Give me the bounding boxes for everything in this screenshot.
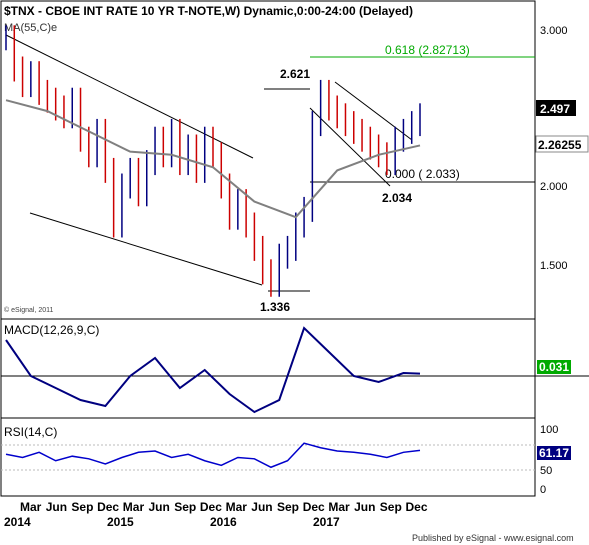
macd-value-box xyxy=(537,360,571,374)
macd-title: MACD(12,26,9,C) xyxy=(4,323,99,337)
rsi-tick-label: 100 xyxy=(540,424,558,436)
copyright-label: © eSignal, 2011 xyxy=(4,306,54,314)
rsi-value-box xyxy=(537,446,571,460)
price-bars xyxy=(5,25,421,297)
x-month-label: Mar xyxy=(328,500,350,514)
y-tick-label: 3.000 xyxy=(540,25,568,37)
ma-line xyxy=(5,99,421,219)
price-y-axis: 3.000 2.000 1.500 xyxy=(540,25,568,272)
rsi-panel-frame xyxy=(0,417,536,497)
trendlines xyxy=(5,34,413,292)
x-month-label: Mar xyxy=(123,500,145,514)
x-month-label: Mar xyxy=(20,500,42,514)
annotation-label: 0.000 ( 2.033) xyxy=(385,167,460,181)
annotation-label: 1.336 xyxy=(260,300,290,314)
x-month-label: Sep xyxy=(71,500,93,514)
y-tick-label: 1.500 xyxy=(540,260,568,272)
upper-channel-line xyxy=(334,81,413,141)
last-price-box xyxy=(536,100,576,116)
macd-value-label: 0.031 xyxy=(539,360,569,374)
x-month-label: Sep xyxy=(174,500,196,514)
x-month-label: Dec xyxy=(200,500,222,514)
footer-published: Published by eSignal - www.esignal.com xyxy=(412,533,574,543)
lower-channel-line xyxy=(309,107,391,187)
x-month-label: Jun xyxy=(46,500,67,514)
x-month-label: Sep xyxy=(277,500,299,514)
rsi-tick-label: 0 xyxy=(540,484,546,496)
x-month-label: Jun xyxy=(149,500,170,514)
rsi-tick-label: 50 xyxy=(540,465,552,477)
annotation-label: 0.618 (2.82713) xyxy=(385,43,470,57)
x-year-label: 2017 xyxy=(313,515,340,529)
x-month-label: Mar xyxy=(226,500,248,514)
price-chart-title: $TNX - CBOE INT RATE 10 YR T-NOTE,W) Dyn… xyxy=(4,4,413,18)
x-year-label: 2015 xyxy=(107,515,134,529)
upper-downtrend-line xyxy=(5,34,254,159)
x-year-label: 2014 xyxy=(4,515,31,529)
lower-downtrend-line xyxy=(29,212,263,286)
annotation-label: 2.034 xyxy=(382,191,412,205)
x-month-label: Dec xyxy=(97,500,119,514)
rsi-line xyxy=(5,442,421,469)
ma-indicator-label: MA(55,C)e xyxy=(4,22,57,34)
rsi-value-label: 61.17 xyxy=(539,446,569,460)
ma-value-label: 2.26255 xyxy=(538,138,582,152)
annotation-label: 2.621 xyxy=(280,67,310,81)
rsi-title: RSI(14,C) xyxy=(4,425,57,439)
x-month-label: Jun xyxy=(354,500,375,514)
macd-line xyxy=(5,326,421,414)
ma-value-box xyxy=(535,135,589,153)
y-tick-label: 2.000 xyxy=(540,181,568,193)
x-year-label: 2016 xyxy=(210,515,237,529)
x-month-label: Dec xyxy=(406,500,428,514)
last-price-label: 2.497 xyxy=(540,102,570,116)
x-month-label: Sep xyxy=(380,500,402,514)
x-month-label: Jun xyxy=(251,500,272,514)
x-axis: Mar Jun Sep Dec Mar Jun Sep Dec Mar Jun Sep Dec Mar J… xyxy=(4,500,428,529)
x-month-label: Dec xyxy=(303,500,325,514)
